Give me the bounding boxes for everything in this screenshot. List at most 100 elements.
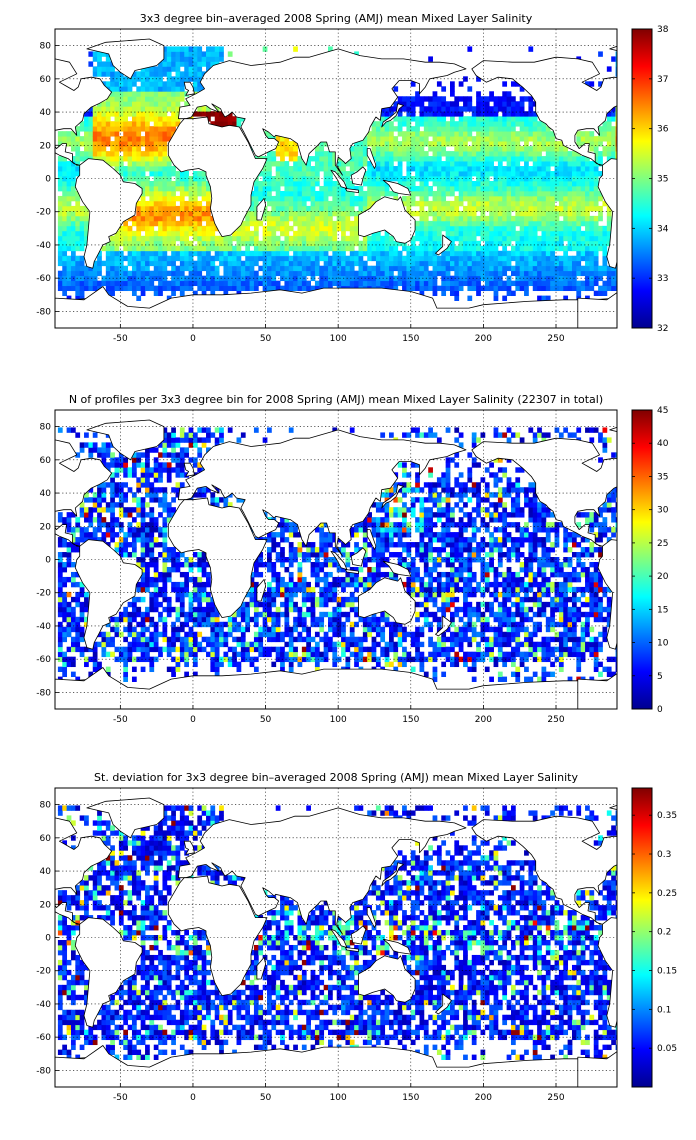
bin-cell xyxy=(310,166,316,172)
bin-cell xyxy=(362,180,368,187)
bin-cell xyxy=(354,270,359,277)
bin-cell xyxy=(136,260,142,267)
bin-cell xyxy=(341,166,346,172)
bin-cell xyxy=(541,146,547,152)
bin-cell xyxy=(458,250,464,257)
bin-cell xyxy=(206,185,211,192)
bin-cell xyxy=(384,136,390,142)
bin-cell xyxy=(567,285,573,292)
bin-cell xyxy=(419,96,425,102)
bin-cell xyxy=(380,156,386,162)
bin-cell xyxy=(306,270,311,277)
bin-cell xyxy=(62,220,68,227)
bin-cell xyxy=(454,185,460,192)
bin-cell xyxy=(493,171,499,177)
bin-cell xyxy=(214,626,220,633)
bin-cell xyxy=(131,636,137,643)
bin-cell xyxy=(454,255,460,262)
bin-cell xyxy=(589,225,595,232)
bin-cell xyxy=(158,215,163,222)
bin-cell xyxy=(66,176,72,182)
bin-cell xyxy=(201,437,207,443)
bin-cell xyxy=(580,235,586,242)
bin-cell xyxy=(423,180,429,187)
bin-cell xyxy=(506,91,512,97)
bin-cell xyxy=(288,210,294,217)
bin-cell xyxy=(158,190,163,197)
bin-cell xyxy=(140,280,146,287)
bin-cell xyxy=(506,240,512,247)
bin-cell xyxy=(519,166,525,172)
bin-cell xyxy=(92,447,98,453)
bin-cell xyxy=(532,265,538,272)
bin-cell xyxy=(402,96,407,102)
bin-cell xyxy=(66,427,72,433)
bin-cell xyxy=(524,270,529,277)
bin-cell xyxy=(275,136,281,142)
bin-cell xyxy=(188,626,194,633)
bin-cell xyxy=(97,447,102,453)
bin-cell xyxy=(136,151,142,157)
bin-cell xyxy=(323,205,329,212)
bin-cell xyxy=(515,166,521,172)
bin-cell xyxy=(192,437,198,443)
bin-cell xyxy=(114,280,120,287)
bin-cell xyxy=(110,275,115,282)
bin-cell xyxy=(275,146,281,152)
bin-cell xyxy=(162,166,168,172)
bin-cell xyxy=(419,106,425,112)
bin-cell xyxy=(341,270,346,277)
bin-cell xyxy=(580,176,586,182)
bin-cell xyxy=(153,121,159,127)
bin-cell xyxy=(515,81,521,87)
bin-cell xyxy=(576,220,582,227)
bin-cell xyxy=(406,126,412,132)
bin-cell xyxy=(589,240,595,247)
bin-cell xyxy=(471,220,477,227)
bin-cell xyxy=(589,146,595,152)
bin-cell xyxy=(476,205,481,212)
bin-cell xyxy=(192,225,198,232)
bin-cell xyxy=(497,265,503,272)
bin-cell xyxy=(175,255,181,262)
bin-cell xyxy=(493,176,499,182)
bin-cell xyxy=(445,166,451,172)
bin-cell xyxy=(75,626,81,633)
bin-cell xyxy=(219,641,224,648)
bin-cell xyxy=(206,561,211,568)
bin-cell xyxy=(236,285,242,292)
bin-cell xyxy=(149,81,155,87)
bin-cell xyxy=(79,507,85,513)
bin-cell xyxy=(467,96,473,102)
bin-cell xyxy=(375,235,381,242)
bin-cell xyxy=(384,230,390,237)
bin-cell xyxy=(576,176,582,182)
bin-cell xyxy=(162,250,168,257)
bin-cell xyxy=(484,116,490,122)
bin-cell xyxy=(166,46,172,52)
bin-cell xyxy=(206,225,211,232)
bin-cell xyxy=(441,285,447,292)
bin-cell xyxy=(188,245,194,252)
bin-cell xyxy=(615,265,617,272)
bin-cell xyxy=(458,131,464,137)
bin-cell xyxy=(175,280,181,287)
bin-cell xyxy=(175,487,181,493)
bin-cell xyxy=(253,646,259,653)
bin-cell xyxy=(253,250,259,257)
bin-cell xyxy=(236,225,242,232)
bin-cell xyxy=(110,245,115,252)
bin-cell xyxy=(528,230,534,237)
bin-cell xyxy=(506,151,512,157)
bin-cell xyxy=(140,270,146,277)
bin-cell xyxy=(158,136,163,142)
bin-cell xyxy=(197,56,203,62)
bin-cell xyxy=(423,250,429,257)
bin-cell xyxy=(267,151,272,157)
bin-cell xyxy=(371,131,377,137)
bin-cell xyxy=(79,255,85,262)
bin-cell xyxy=(458,240,464,247)
bin-cell xyxy=(519,230,525,237)
bin-cell xyxy=(123,121,129,127)
bin-cell xyxy=(197,81,203,87)
